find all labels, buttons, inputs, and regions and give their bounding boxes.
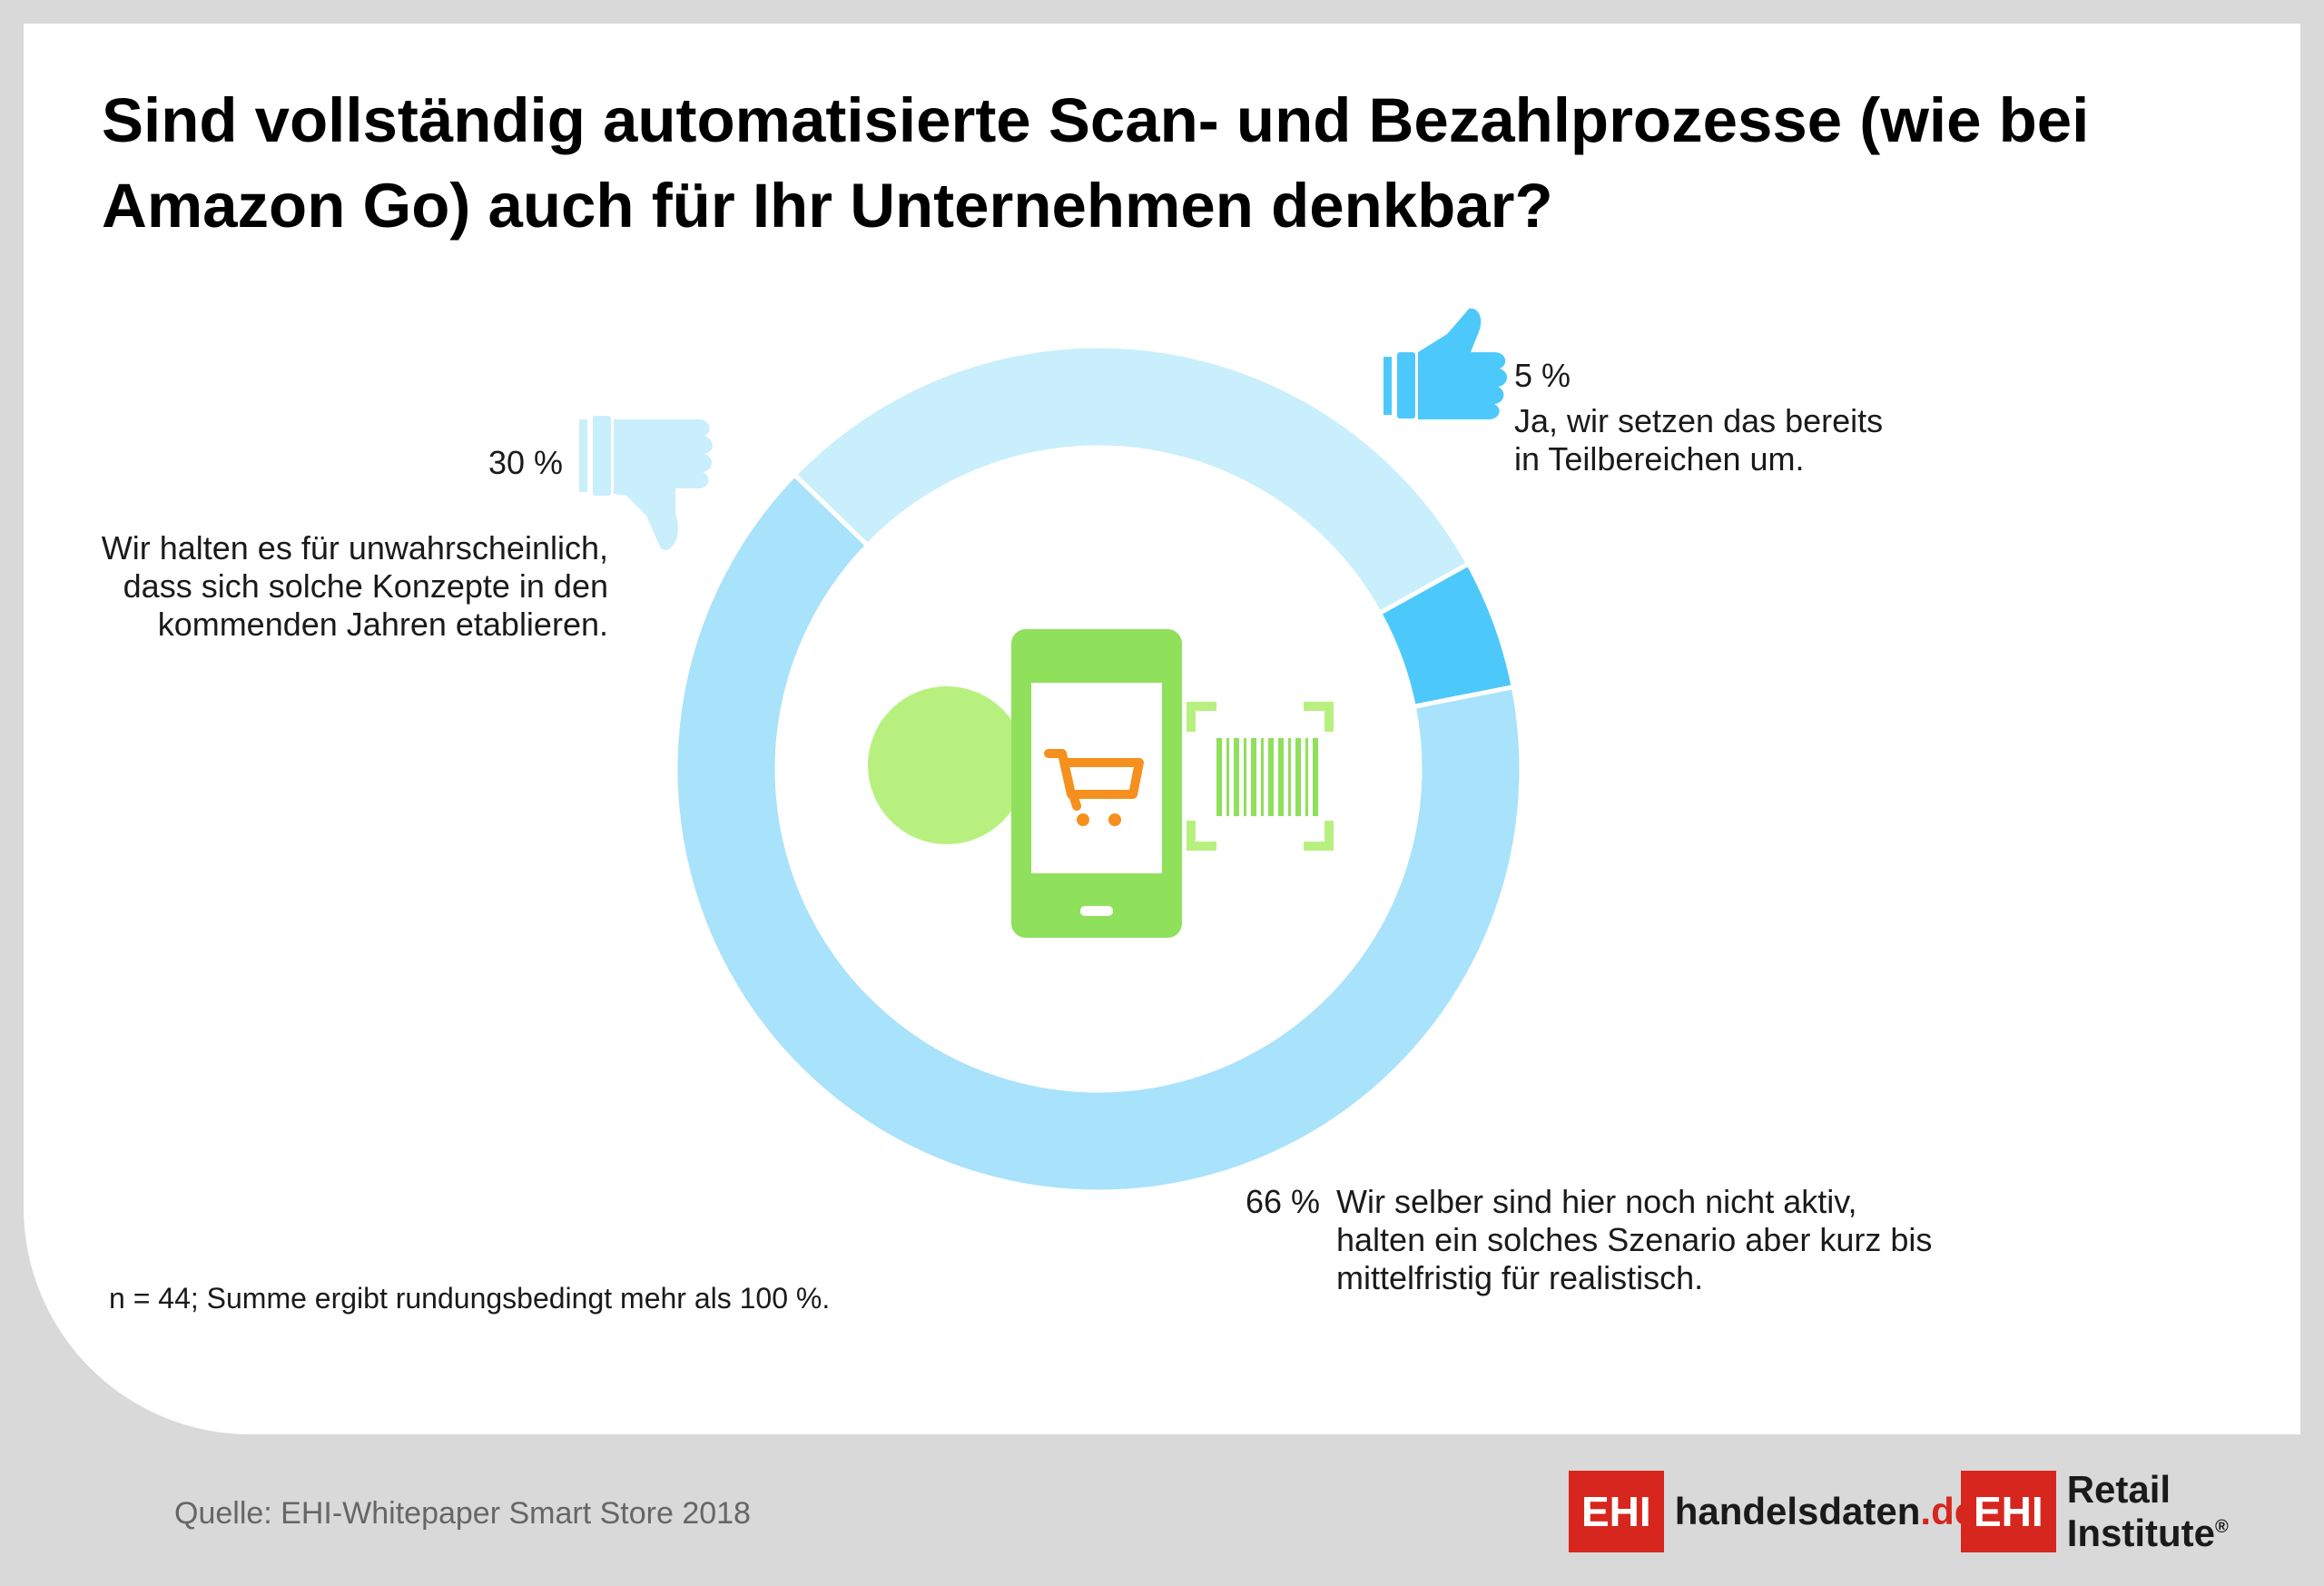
barcode-bar <box>1305 738 1308 816</box>
label-maybe-line-3: mittelfristig für realistisch. <box>1336 1259 1704 1296</box>
label-no-percent: 30 % <box>488 444 564 481</box>
logo-handelsdaten-box: EHI <box>1569 1471 1664 1552</box>
label-maybe-percent: 66 % <box>1246 1183 1321 1220</box>
source-note: Quelle: EHI-Whitepaper Smart Store 2018 <box>174 1496 751 1531</box>
label-no-line-1: Wir halten es für unwahrscheinlich, <box>101 529 608 566</box>
logo-retail-institute-box: EHI <box>1961 1471 2056 1552</box>
page-title: Sind vollständig automatisierte Scan- un… <box>102 85 2090 241</box>
barcode-bar <box>1216 738 1222 816</box>
donut-slice-no <box>791 343 1472 616</box>
label-yes-line-1: Ja, wir setzen das bereits <box>1514 402 1884 439</box>
donut-slices <box>673 343 1524 1195</box>
footnote: n = 44; Summe ergibt rundungsbedingt meh… <box>109 1282 831 1315</box>
barcode-bar <box>1226 738 1229 816</box>
logo-handelsdaten-text: handelsdaten.de <box>1675 1490 1975 1533</box>
logo-handelsdaten: EHI handelsdaten.de <box>1569 1471 1975 1552</box>
label-maybe-line-2: halten ein solches Szenario aber kurz bi… <box>1336 1221 1933 1258</box>
logo-retail-institute-name: Retail Institute <box>2066 1468 2216 1554</box>
logo-retail-institute-text: Retail Institute® <box>2067 1468 2324 1555</box>
donut-slice-maybe <box>673 471 1524 1195</box>
barcode-bar <box>1295 738 1301 816</box>
registered-mark: ® <box>2215 1517 2229 1537</box>
barcode-bar <box>1251 738 1256 816</box>
barcode-bar <box>1234 738 1239 816</box>
smartphone-icon <box>1011 629 1182 938</box>
barcode-bar <box>1261 738 1264 816</box>
label-maybe-line-1: Wir selber sind hier noch nicht aktiv, <box>1336 1183 1857 1220</box>
barcode-bar <box>1268 738 1274 816</box>
barcode-bar <box>1313 738 1318 816</box>
logo-retail-institute: EHI Retail Institute® <box>1961 1468 2324 1555</box>
logo-handelsdaten-name: handelsdaten <box>1674 1490 1921 1532</box>
barcode-scan-icon <box>1187 702 1334 851</box>
green-circle-icon <box>868 686 1026 844</box>
label-no-line-3: kommenden Jahren etablieren. <box>157 606 608 643</box>
shopping-cart-icon <box>1044 749 1144 826</box>
thumbs-down-icon <box>579 416 713 551</box>
label-yes-line-2: in Teilbereichen um. <box>1514 440 1805 478</box>
label-no-line-2: dass sich solche Konzepte in den <box>123 567 608 605</box>
thumbs-up-icon <box>1384 308 1508 419</box>
barcode-bar <box>1278 738 1284 816</box>
barcode-bar <box>1244 738 1246 816</box>
label-yes-percent: 5 % <box>1514 357 1571 394</box>
barcode-bar <box>1288 738 1291 816</box>
